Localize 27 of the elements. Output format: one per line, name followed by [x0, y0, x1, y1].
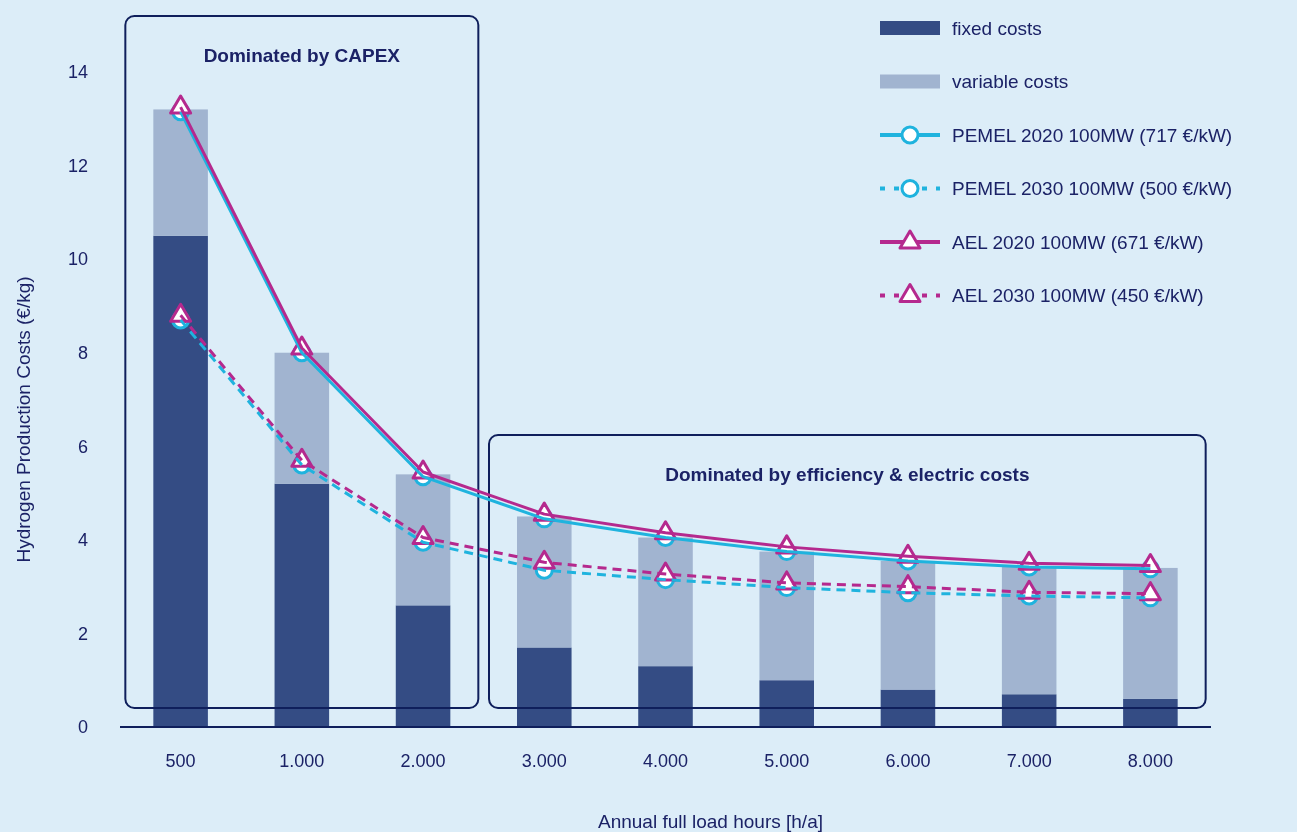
- x-tick-label: 8.000: [1127, 751, 1173, 771]
- legend-label: variable costs: [952, 71, 1069, 93]
- y-tick-label: 10: [67, 249, 88, 270]
- legend-label: AEL 2020 100MW (671 €/kW): [952, 231, 1204, 253]
- x-tick-label: 1.000: [279, 751, 325, 771]
- y-tick-label: 4: [77, 530, 88, 551]
- y-tick-label: 14: [67, 62, 88, 83]
- y-tick-label: 12: [67, 155, 88, 176]
- y-axis-title: Hydrogen Production Costs (€/kg): [13, 276, 34, 563]
- annotation: Dominated by efficiency & electric costs: [665, 464, 1030, 485]
- y-tick-label: 6: [77, 436, 88, 457]
- x-tick-label: 6.000: [885, 751, 931, 771]
- y-tick-label: 2: [77, 623, 88, 644]
- y-tick-label: 0: [77, 717, 88, 738]
- x-tick-label: 2.000: [400, 751, 446, 771]
- text: Dominated by CAPEX: [203, 45, 401, 66]
- x-tick-label: 500: [165, 751, 196, 771]
- x-axis-title: Annual full load hours [h/a]: [598, 811, 823, 832]
- x-tick-label: 4.000: [642, 751, 689, 771]
- x-tick-label: 5.000: [764, 751, 810, 771]
- x-tick-label: 3.000: [521, 751, 567, 771]
- y-tick-label: 8: [77, 343, 88, 364]
- x-tick-label: 7.000: [1006, 751, 1052, 771]
- legend-label: PEMEL 2020 100MW (717 €/kW): [952, 124, 1233, 146]
- legend-label: fixed costs: [952, 17, 1042, 39]
- legend-label: PEMEL 2030 100MW (500 €/kW): [952, 178, 1233, 200]
- legend-label: AEL 2030 100MW (450 €/kW): [952, 285, 1204, 307]
